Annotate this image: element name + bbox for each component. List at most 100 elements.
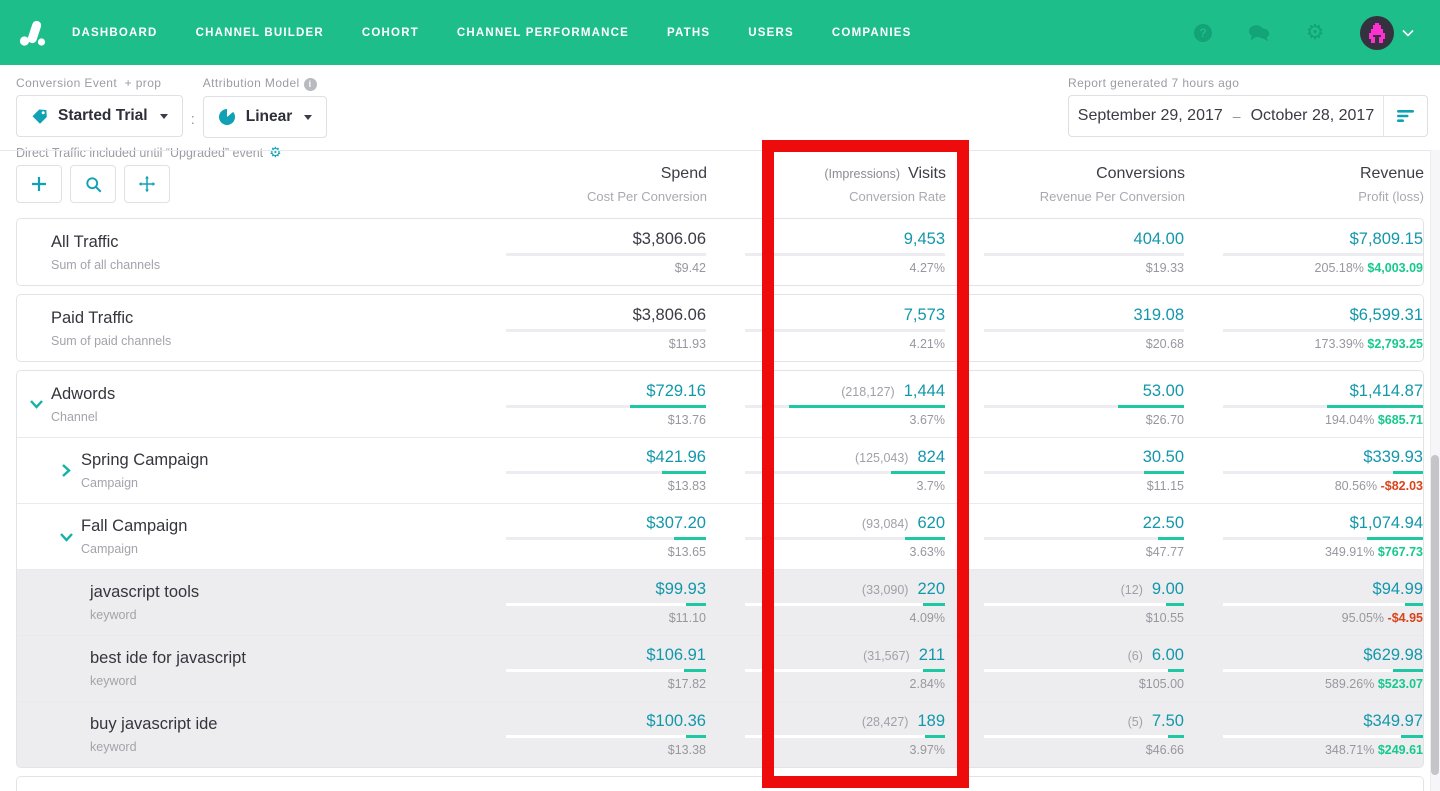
metric-value[interactable]: 6.00 [1151, 646, 1184, 664]
metric-cell: $6,599.31 173.39% $2,793.25 [1184, 295, 1423, 361]
nav-item-paths[interactable]: PATHS [667, 26, 711, 39]
row-expand-chevron[interactable] [55, 463, 77, 479]
metric-bar [506, 669, 706, 672]
nav-item-cohort[interactable]: COHORT [361, 26, 419, 39]
metric-cell: (6) 6.00 $105.00 [945, 636, 1184, 701]
metric-subvalue: 80.56% -$82.03 [1334, 479, 1423, 493]
metric-value[interactable]: 30.50 [1142, 448, 1184, 466]
metric-cell: $1,074.94 349.91% $767.73 [1184, 504, 1423, 569]
metric-value[interactable]: $3,806.06 [632, 305, 706, 324]
metric-value[interactable]: $99.93 [655, 580, 706, 598]
metric-value[interactable]: 9,453 [903, 229, 945, 248]
metric-value[interactable]: 620 [917, 514, 945, 532]
metric-value[interactable]: 404.00 [1133, 229, 1184, 248]
metric-value[interactable]: $94.99 [1372, 580, 1423, 598]
metric-value[interactable]: $421.96 [646, 448, 706, 466]
avatar[interactable] [1360, 15, 1394, 50]
table-row[interactable]: Spring Campaign Campaign $421.96 $13.83 … [17, 437, 1423, 503]
metric-value[interactable]: 22.50 [1142, 514, 1184, 532]
metric-cell: (93,084) 620 3.63% [706, 504, 945, 569]
table-row[interactable]: best ide for javascript keyword $106.91 … [17, 635, 1423, 701]
metric-subvalue: 3.63% [909, 545, 945, 559]
move-button[interactable] [124, 165, 170, 203]
table-row[interactable]: javascript tools keyword $99.93 $11.10 (… [17, 569, 1423, 635]
metric-value[interactable]: 7.50 [1151, 712, 1184, 730]
metric-value[interactable]: 1,444 [903, 381, 945, 400]
metric-cell: (5) 7.50 $46.66 [945, 702, 1184, 767]
settings-gear-icon[interactable]: ⚙ [269, 144, 282, 160]
metric-bar [1223, 404, 1423, 408]
search-button[interactable] [70, 165, 116, 203]
nav-item-users[interactable]: USERS [748, 26, 794, 39]
metric-value[interactable]: 7,573 [903, 305, 945, 324]
metric-value[interactable]: $1,074.94 [1349, 514, 1423, 532]
column-header-spend[interactable]: Spend Cost Per Conversion [587, 165, 707, 204]
direct-traffic-caption: Direct Traffic included until “Upgraded”… [16, 144, 282, 160]
metric-value[interactable]: $3,806.06 [632, 229, 706, 248]
metric-subvalue: 3.97% [909, 743, 945, 757]
add-channel-button[interactable] [16, 165, 62, 203]
channel-card: Adwords Channel $729.16 $13.76 (218,127)… [16, 370, 1424, 768]
row-expand-chevron[interactable] [55, 529, 77, 545]
nav-item-channel-builder[interactable]: CHANNEL BUILDER [195, 26, 324, 39]
metric-value[interactable]: $307.20 [646, 514, 706, 532]
nav-item-companies[interactable]: COMPANIES [831, 26, 912, 39]
add-prop-link[interactable]: + prop [124, 76, 162, 90]
metric-cell: (125,043) 824 3.7% [706, 438, 945, 503]
column-header-revenue[interactable]: Revenue Profit (loss) [1358, 165, 1424, 204]
metric-value[interactable]: $7,809.15 [1349, 229, 1423, 248]
account-menu[interactable] [1360, 15, 1414, 50]
metric-subvalue: $26.70 [1145, 412, 1184, 427]
metric-value[interactable]: $1,414.87 [1349, 381, 1423, 400]
metric-value[interactable]: 211 [918, 646, 945, 664]
metric-bar [984, 537, 1184, 540]
date-filter-button[interactable] [1383, 96, 1427, 136]
metric-prefix: (5) [1127, 715, 1143, 729]
table-row[interactable]: Fall Campaign Campaign $307.20 $13.65 (9… [17, 503, 1423, 569]
metric-value[interactable]: $106.91 [646, 646, 706, 664]
metric-value[interactable]: 9.00 [1151, 580, 1184, 598]
metric-value[interactable]: 319.08 [1133, 305, 1184, 324]
scrollbar-thumb[interactable] [1431, 455, 1439, 775]
table-row[interactable]: Adwords Channel $729.16 $13.76 (218,127)… [17, 371, 1423, 437]
table-row[interactable]: Paid Traffic Sum of paid channels $3,806… [17, 295, 1423, 361]
info-icon[interactable]: i [303, 78, 317, 91]
metric-value[interactable]: $6,599.31 [1349, 305, 1423, 324]
metric-value[interactable]: $100.36 [646, 712, 706, 730]
attribution-model-dropdown[interactable]: Linear [202, 96, 328, 138]
column-header-conversions[interactable]: Conversions Revenue Per Conversion [1039, 165, 1185, 204]
metric-value[interactable]: 824 [917, 448, 945, 466]
metric-subvalue: $47.77 [1145, 545, 1184, 559]
metric-subvalue: 173.39% $2,793.25 [1314, 336, 1423, 351]
metric-value[interactable]: $729.16 [646, 381, 706, 400]
nav-item-dashboard[interactable]: DASHBOARD [72, 26, 158, 39]
row-expand-chevron[interactable] [25, 396, 47, 412]
metric-value[interactable]: 220 [917, 580, 945, 598]
metric-value[interactable]: $629.98 [1363, 646, 1423, 664]
table-row[interactable]: All Traffic Sum of all channels $3,806.0… [17, 219, 1423, 285]
metric-value[interactable]: $339.93 [1363, 448, 1423, 466]
attribution-logo-icon[interactable] [18, 18, 48, 48]
metric-bar [745, 603, 945, 606]
metric-cell: $300.00 [467, 777, 706, 791]
table-row[interactable]: Video $300.00 375 14.00 $944.97 [17, 777, 1423, 791]
gear-icon[interactable]: ⚙ [1305, 21, 1325, 44]
column-header-visits[interactable]: (Impressions) Visits Conversion Rate [824, 165, 946, 204]
metric-cell: $729.16 $13.76 [467, 371, 706, 437]
chat-icon[interactable] [1248, 22, 1270, 44]
table-row[interactable]: buy javascript ide keyword $100.36 $13.3… [17, 701, 1423, 767]
date-range-picker[interactable]: September 29, 2017 – October 28, 2017 [1068, 95, 1428, 137]
metric-value[interactable]: 53.00 [1142, 381, 1184, 400]
metric-bar [745, 471, 945, 474]
attribution-model-label: Attribution Model i [203, 76, 328, 91]
help-icon[interactable]: ? [1192, 22, 1214, 44]
metric-cell: $3,806.06 $11.93 [467, 295, 706, 361]
conversion-event-dropdown[interactable]: Started Trial [16, 95, 183, 137]
metric-value[interactable]: 189 [917, 712, 945, 730]
filter-colon: : [190, 110, 195, 128]
metric-cell: 375 [706, 777, 945, 791]
metric-value[interactable]: $349.97 [1363, 712, 1423, 730]
chevron-down-icon [1402, 29, 1414, 37]
nav-item-channel-performance[interactable]: CHANNEL PERFORMANCE [456, 26, 630, 39]
metric-subvalue: $17.82 [667, 677, 706, 691]
